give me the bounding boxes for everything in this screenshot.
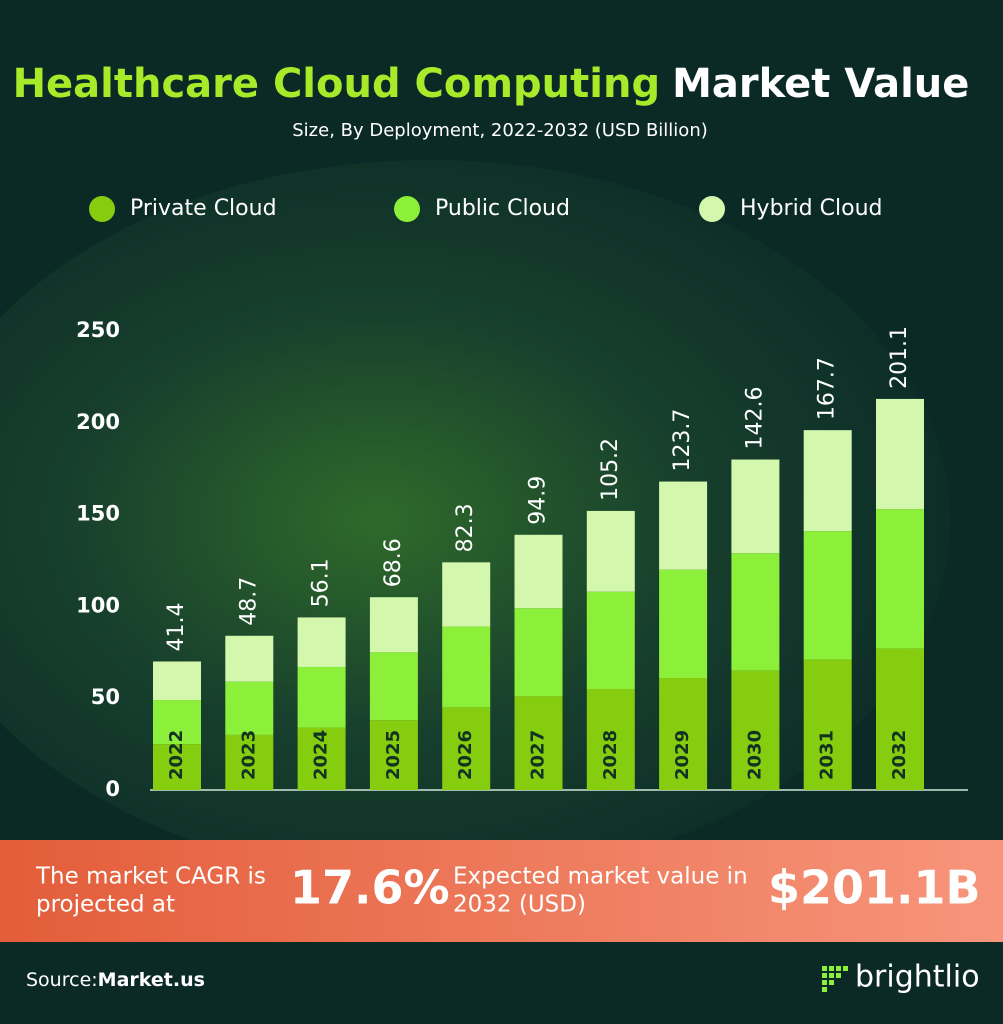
bar-segment	[442, 562, 491, 627]
y-tick-label: 50	[91, 685, 120, 709]
bar-segment	[586, 689, 635, 790]
y-tick-label: 0	[105, 777, 120, 801]
x-tick-label: 2022	[166, 730, 187, 780]
bar-segment	[586, 591, 635, 690]
bar-segment	[876, 398, 924, 510]
bar-segment	[442, 626, 491, 708]
bar-segment	[659, 678, 708, 790]
y-tick-label: 150	[76, 502, 120, 526]
bar-segment	[803, 531, 852, 660]
total-label: 142.6	[742, 387, 767, 450]
total-label: 201.1	[887, 326, 912, 389]
bar-segment	[225, 635, 274, 682]
bar-segment	[153, 700, 201, 745]
x-tick-label: 2030	[744, 730, 765, 780]
x-tick-label: 2026	[455, 730, 476, 780]
source-name: Market.us	[98, 969, 205, 991]
source-label: Source:	[26, 969, 98, 991]
cagr-value: 17.6%	[290, 861, 450, 915]
banner	[0, 840, 1003, 942]
bar-segment	[369, 597, 418, 653]
legend-label: Public Cloud	[435, 196, 570, 221]
bar-segment	[514, 696, 563, 790]
legend-swatch	[394, 196, 420, 222]
bar-segment	[586, 510, 635, 592]
bar-segment	[514, 608, 563, 697]
bar-segment	[803, 659, 852, 790]
x-tick-label: 2025	[383, 730, 404, 780]
bar-segment	[514, 534, 563, 609]
total-label: 105.2	[598, 438, 623, 501]
x-tick-label: 2029	[672, 730, 693, 780]
bar-segment	[369, 652, 418, 721]
x-tick-label: 2031	[817, 730, 838, 780]
bar-segment	[803, 430, 852, 532]
bar-segment	[442, 707, 491, 790]
bar-segment	[731, 670, 780, 790]
total-label: 56.1	[309, 558, 334, 607]
bar-segment	[297, 727, 346, 790]
bar-segment	[659, 569, 708, 679]
x-tick-label: 2027	[528, 730, 549, 780]
banner-text: 2032 (USD)	[453, 892, 586, 918]
bar-segment	[369, 720, 418, 790]
chart-title: Healthcare Cloud Computing Market Value	[13, 61, 970, 107]
total-label: 94.9	[526, 476, 551, 525]
bar-segment	[731, 553, 780, 671]
bar-segment	[153, 744, 201, 790]
total-label: 167.7	[815, 357, 840, 420]
total-label: 41.4	[164, 602, 189, 651]
x-tick-label: 2023	[238, 730, 259, 780]
total-label: 48.7	[236, 577, 261, 626]
legend-swatch	[699, 196, 725, 222]
y-tick-label: 100	[76, 593, 120, 617]
total-label: 123.7	[670, 409, 695, 472]
banner-text: The market CAGR is	[35, 864, 266, 890]
x-tick-label: 2032	[889, 730, 910, 780]
y-tick-label: 250	[76, 318, 120, 342]
legend-swatch	[89, 196, 115, 222]
bar-segment	[876, 648, 924, 790]
bar-segment	[225, 681, 274, 735]
source: Source:Market.us	[26, 969, 205, 991]
y-tick-label: 200	[76, 410, 120, 434]
subtitle: Size, By Deployment, 2022-2032 (USD Bill…	[292, 120, 708, 141]
bar-segment	[731, 459, 780, 554]
legend-label: Private Cloud	[130, 196, 277, 221]
bar-segment	[297, 617, 346, 667]
brand: brightlio	[855, 960, 980, 995]
bar-segment	[876, 509, 924, 649]
total-label: 68.6	[381, 538, 406, 587]
legend-label: Hybrid Cloud	[740, 196, 882, 221]
brand-icon	[822, 966, 848, 992]
x-tick-label: 2028	[600, 730, 621, 780]
bar-segment	[659, 481, 708, 570]
bar-segment	[225, 734, 274, 790]
market-value: $201.1B	[768, 861, 981, 915]
x-tick-label: 2024	[311, 730, 332, 780]
total-label: 82.3	[453, 503, 478, 552]
banner-text: Expected market value in	[453, 864, 748, 890]
banner-text: projected at	[36, 892, 175, 918]
title-rest: Market Value	[672, 61, 969, 107]
bar-segment	[153, 661, 201, 701]
bar-segment	[297, 666, 346, 728]
title-highlight: Healthcare Cloud Computing	[13, 61, 661, 107]
